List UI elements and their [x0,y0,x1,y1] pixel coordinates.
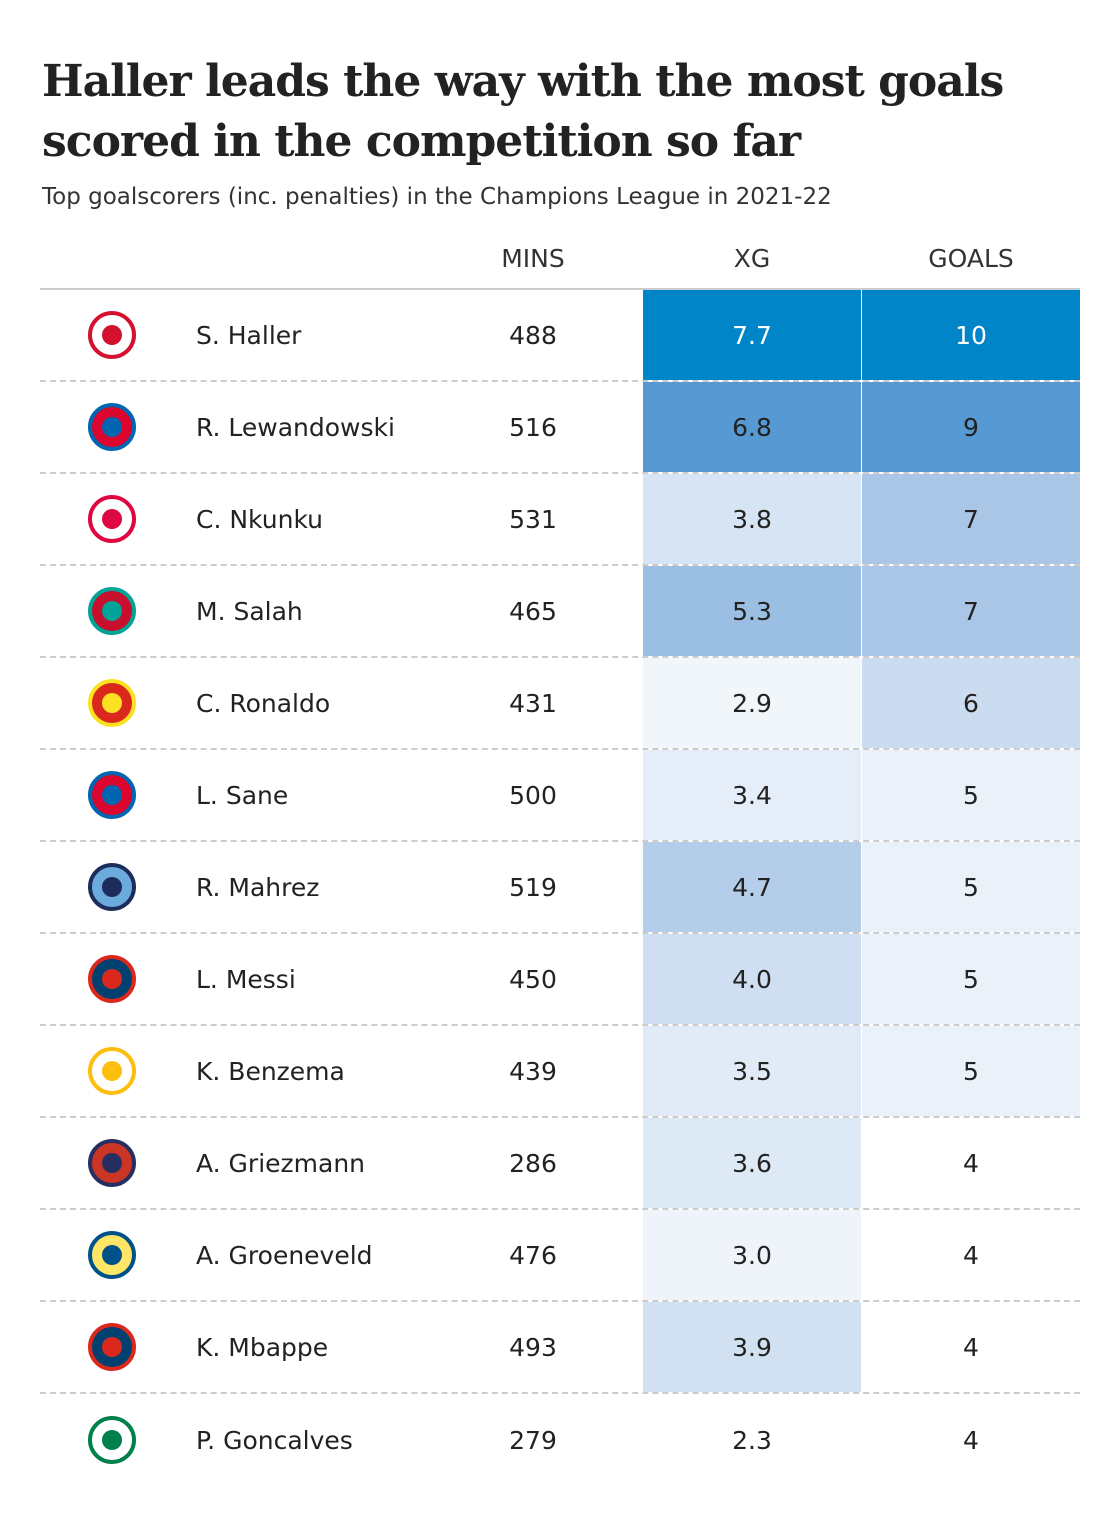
goals-cell: 4 [862,1394,1080,1486]
bayern-munich-crest-icon [82,382,142,472]
table-row: A. Groeneveld 476 3.0 4 [40,1210,1080,1302]
player-name: L. Messi [196,964,296,994]
header-mins: MINS [501,244,565,273]
goals-cell: 7 [862,474,1080,564]
player-name: C. Ronaldo [196,688,331,718]
player-name: K. Benzema [196,1056,345,1086]
table-row: K. Mbappe 493 3.9 4 [40,1302,1080,1394]
manchester-city-crest-icon [82,842,142,932]
atletico-madrid-crest-icon [82,1118,142,1208]
mins-cell: 516 [509,412,557,442]
mins-cell: 431 [509,688,557,718]
goals-cell: 4 [862,1118,1080,1208]
goals-cell: 7 [862,566,1080,656]
table-row: L. Messi 450 4.0 5 [40,934,1080,1026]
table-row: M. Salah 465 5.3 7 [40,566,1080,658]
rb-leipzig-crest-icon [82,474,142,564]
xg-cell: 5.3 [643,566,861,656]
player-name: K. Mbappe [196,1332,329,1362]
mins-cell: 450 [509,964,557,994]
villarreal-crest-icon [82,1210,142,1300]
xg-cell: 2.9 [643,658,861,748]
psg-crest-icon [82,1302,142,1392]
xg-cell: 6.8 [643,382,861,472]
table-row: C. Ronaldo 431 2.9 6 [40,658,1080,750]
goals-cell: 5 [862,934,1080,1024]
sporting-cp-crest-icon [82,1394,142,1486]
chart-subtitle: Top goalscorers (inc. penalties) in the … [42,184,832,210]
table-row: R. Lewandowski 516 6.8 9 [40,382,1080,474]
player-name: P. Goncalves [196,1425,353,1455]
xg-cell: 3.6 [643,1118,861,1208]
player-name: C. Nkunku [196,504,324,534]
mins-cell: 519 [509,872,557,902]
manchester-united-crest-icon [82,658,142,748]
xg-cell: 4.7 [643,842,861,932]
table-row: L. Sane 500 3.4 5 [40,750,1080,842]
header-xg: XG [733,244,771,273]
mins-cell: 465 [509,596,557,626]
goals-cell: 5 [862,842,1080,932]
player-name: R. Mahrez [196,872,320,902]
table-header: MINS XG GOALS [40,230,1080,290]
player-name: A. Groeneveld [196,1240,373,1270]
player-name: R. Lewandowski [196,412,395,442]
bayern-munich-crest-icon [82,750,142,840]
goals-cell: 4 [862,1302,1080,1392]
player-name: M. Salah [196,596,303,626]
goals-cell: 9 [862,382,1080,472]
mins-cell: 531 [509,504,557,534]
table-row: R. Mahrez 519 4.7 5 [40,842,1080,934]
xg-cell: 7.7 [643,290,861,380]
goals-cell: 4 [862,1210,1080,1300]
mins-cell: 439 [509,1056,557,1086]
psg-crest-icon [82,934,142,1024]
ajax-crest-icon [82,290,142,380]
xg-cell: 3.5 [643,1026,861,1116]
table-row: P. Goncalves 279 2.3 4 [40,1394,1080,1486]
goals-cell: 6 [862,658,1080,748]
xg-cell: 3.4 [643,750,861,840]
table-row: S. Haller 488 7.7 10 [40,290,1080,382]
xg-cell: 3.8 [643,474,861,564]
xg-cell: 4.0 [643,934,861,1024]
header-goals: GOALS [928,244,1014,273]
mins-cell: 500 [509,780,557,810]
goals-cell: 5 [862,750,1080,840]
mins-cell: 493 [509,1332,557,1362]
mins-cell: 476 [509,1240,557,1270]
xg-cell: 2.3 [643,1394,861,1486]
mins-cell: 279 [509,1425,557,1455]
table-row: K. Benzema 439 3.5 5 [40,1026,1080,1118]
table-row: A. Griezmann 286 3.6 4 [40,1118,1080,1210]
liverpool-crest-icon [82,566,142,656]
player-name: L. Sane [196,780,289,810]
goals-cell: 10 [862,290,1080,380]
goals-cell: 5 [862,1026,1080,1116]
xg-cell: 3.9 [643,1302,861,1392]
mins-cell: 286 [509,1148,557,1178]
xg-cell: 3.0 [643,1210,861,1300]
mins-cell: 488 [509,320,557,350]
real-madrid-crest-icon [82,1026,142,1116]
goalscorers-table: MINS XG GOALS S. Haller 488 7.7 10 R. Le… [40,230,1080,1486]
table-row: C. Nkunku 531 3.8 7 [40,474,1080,566]
player-name: A. Griezmann [196,1148,366,1178]
chart-title: Haller leads the way with the most goals… [42,56,1004,167]
player-name: S. Haller [196,320,302,350]
